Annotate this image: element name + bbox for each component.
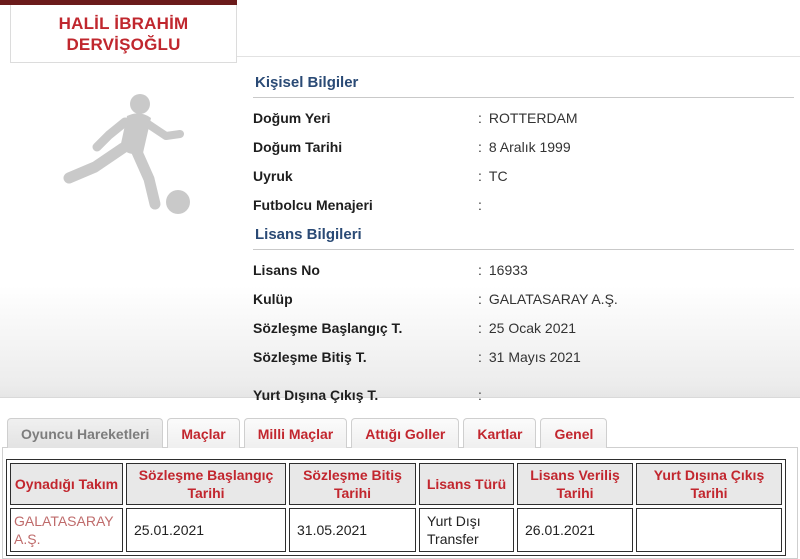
cell-contract-end: 31.05.2021 [289, 508, 416, 552]
field-label: Doğum Yeri [253, 109, 331, 126]
info-row-club: Kulüp : GALATASARAY A.Ş. [253, 284, 794, 313]
player-name-line1: HALİL İBRAHİM [58, 13, 189, 33]
tab-attigi-goller[interactable]: Attığı Goller [351, 418, 460, 448]
info-row-license-no: Lisans No : 16933 [253, 255, 794, 284]
col-header-contract-end: Sözleşme Bitiş Tarihi [289, 463, 416, 505]
table-header-row: Oynadığı Takım Sözleşme Başlangıç Tarihi… [10, 463, 782, 505]
col-header-team: Oynadığı Takım [10, 463, 123, 505]
info-row-abroad-exit: Yurt Dışına Çıkış T. : [253, 380, 794, 409]
info-row-nationality: Uyruk : TC [253, 161, 794, 190]
field-value: ROTTERDAM [488, 109, 578, 126]
col-header-license-type: Lisans Türü [419, 463, 514, 505]
col-header-contract-start: Sözleşme Başlangıç Tarihi [126, 463, 286, 505]
colon-separator: : [478, 109, 482, 126]
colon-separator: : [478, 138, 482, 155]
info-row-contract-end: Sözleşme Bitiş T. : 31 Mayıs 2021 [253, 342, 794, 371]
player-detail-tabbar: Oyuncu Hareketleri Maçlar Milli Maçlar A… [0, 417, 800, 448]
maroon-top-strip [0, 0, 237, 5]
info-row-birthplace: Doğum Yeri : ROTTERDAM [253, 103, 794, 132]
field-value: 31 Mayıs 2021 [488, 348, 581, 365]
cell-license-issue: 26.01.2021 [517, 508, 633, 552]
cell-abroad-exit [636, 508, 782, 552]
player-photo-placeholder [55, 90, 205, 225]
tab-milli-maclar[interactable]: Milli Maçlar [243, 418, 348, 448]
player-name-tab: HALİL İBRAHİM DERVİŞOĞLU [10, 5, 237, 63]
field-label: Uyruk [253, 167, 293, 184]
field-value: 8 Aralık 1999 [488, 138, 571, 155]
tab-genel[interactable]: Genel [540, 418, 608, 448]
field-value: GALATASARAY A.Ş. [488, 290, 618, 307]
field-value: 16933 [488, 261, 528, 278]
field-label: Sözleşme Başlangıç T. [253, 319, 403, 336]
field-value: 25 Ocak 2021 [488, 319, 577, 336]
field-label: Yurt Dışına Çıkış T. [253, 386, 379, 403]
field-label: Lisans No [253, 261, 320, 278]
field-label: Sözleşme Bitiş T. [253, 348, 367, 365]
section-title-personal: Kişisel Bilgiler [253, 70, 794, 98]
player-name-line2: DERVİŞOĞLU [66, 34, 181, 54]
colon-separator: : [478, 290, 482, 307]
field-label: Kulüp [253, 290, 293, 307]
tab-oyuncu-hareketleri[interactable]: Oyuncu Hareketleri [7, 418, 164, 448]
header-divider-line [237, 56, 800, 57]
col-header-license-issue: Lisans Veriliş Tarihi [517, 463, 633, 505]
cell-license-type: Yurt Dışı Transfer [419, 508, 514, 552]
tab-content-panel: Oynadığı Takım Sözleşme Başlangıç Tarihi… [2, 447, 798, 559]
colon-separator: : [478, 386, 482, 403]
field-value: TC [488, 167, 508, 184]
colon-separator: : [478, 261, 482, 278]
table-row: GALATASARAY A.Ş. 25.01.2021 31.05.2021 Y… [10, 508, 782, 552]
colon-separator: : [478, 196, 482, 213]
field-label: Futbolcu Menajeri [253, 196, 373, 213]
colon-separator: : [478, 348, 482, 365]
info-row-birthdate: Doğum Tarihi : 8 Aralık 1999 [253, 132, 794, 161]
colon-separator: : [478, 167, 482, 184]
col-header-abroad-exit: Yurt Dışına Çıkış Tarihi [636, 463, 782, 505]
info-row-contract-start: Sözleşme Başlangıç T. : 25 Ocak 2021 [253, 313, 794, 342]
player-movements-table: Oynadığı Takım Sözleşme Başlangıç Tarihi… [6, 459, 786, 556]
tab-maclar[interactable]: Maçlar [167, 418, 240, 448]
cell-team-link[interactable]: GALATASARAY A.Ş. [10, 508, 123, 552]
colon-separator: : [478, 319, 482, 336]
field-label: Doğum Tarihi [253, 138, 343, 155]
info-row-agent: Futbolcu Menajeri : [253, 190, 794, 219]
cell-contract-start: 25.01.2021 [126, 508, 286, 552]
player-info-block: Kişisel Bilgiler Doğum Yeri : ROTTERDAM … [253, 70, 794, 409]
footballer-silhouette-icon [63, 94, 190, 214]
player-profile-panel: HALİL İBRAHİM DERVİŞOĞLU Kişisel Bilgile [0, 0, 800, 403]
section-title-license: Lisans Bilgileri [253, 222, 794, 250]
tab-kartlar[interactable]: Kartlar [463, 418, 537, 448]
